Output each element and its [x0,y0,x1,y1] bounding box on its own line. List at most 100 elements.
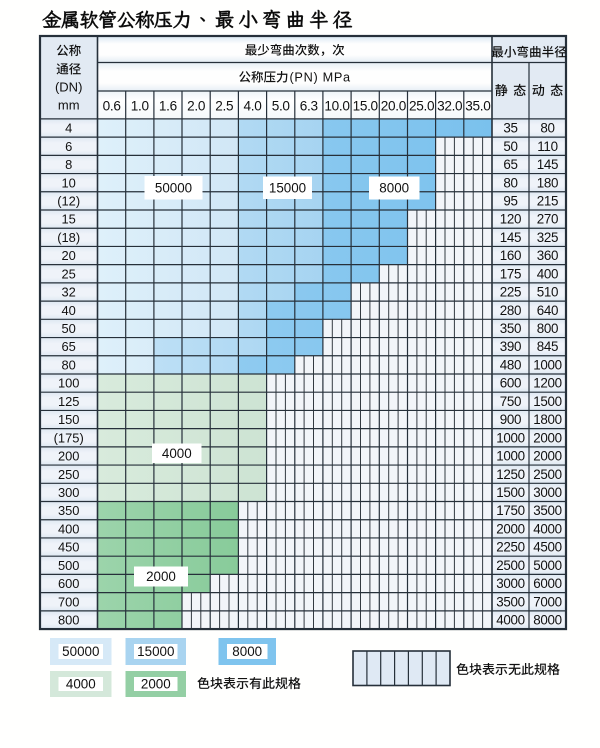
svg-text:1000: 1000 [533,358,562,373]
svg-text:225: 225 [500,285,521,300]
svg-text:5.0: 5.0 [272,99,291,114]
svg-text:700: 700 [58,594,80,609]
svg-text:150: 150 [58,412,80,427]
svg-text:1200: 1200 [533,376,562,391]
svg-text:(12): (12) [57,194,80,209]
svg-text:800: 800 [537,321,558,336]
svg-text:6000: 6000 [533,576,562,591]
svg-text:2000: 2000 [496,522,525,537]
svg-text:1750: 1750 [496,503,525,518]
svg-text:2500: 2500 [533,467,562,482]
svg-text:10.0: 10.0 [324,99,350,114]
svg-text:3000: 3000 [533,485,562,500]
svg-text:7000: 7000 [533,594,562,609]
svg-text:8000: 8000 [533,613,562,628]
svg-text:15000: 15000 [137,644,174,659]
svg-text:110: 110 [537,139,557,154]
svg-text:65: 65 [503,157,517,172]
svg-text:80: 80 [62,358,76,373]
svg-text:800: 800 [58,613,80,628]
svg-text:8: 8 [65,157,72,172]
svg-text:0.6: 0.6 [103,99,121,114]
svg-text:6.3: 6.3 [300,99,318,114]
svg-text:1.6: 1.6 [159,99,177,114]
svg-text:125: 125 [58,394,80,409]
svg-text:1500: 1500 [496,485,525,500]
svg-text:(175): (175) [54,430,84,445]
svg-text:480: 480 [500,358,521,373]
svg-text:(PN) MPa: (PN) MPa [290,71,352,85]
svg-text:510: 510 [537,285,558,300]
svg-text:200: 200 [58,449,80,464]
svg-text:15.0: 15.0 [353,99,379,114]
svg-text:2000: 2000 [141,677,171,692]
svg-text:4000: 4000 [66,677,96,692]
svg-text:32: 32 [62,285,76,300]
svg-text:10: 10 [62,175,76,190]
svg-text:(18): (18) [57,230,80,245]
svg-text:32.0: 32.0 [437,99,463,114]
svg-text:2000: 2000 [146,569,176,584]
svg-text:750: 750 [500,394,521,409]
svg-text:250: 250 [58,467,80,482]
svg-text:640: 640 [537,303,558,318]
svg-text:215: 215 [537,194,558,209]
svg-text:8000: 8000 [232,644,262,659]
svg-text:80: 80 [503,175,517,190]
svg-text:600: 600 [58,576,80,591]
svg-text:3500: 3500 [533,503,562,518]
svg-text:100: 100 [58,376,80,391]
svg-text:2250: 2250 [496,540,525,555]
svg-text:5000: 5000 [533,558,562,573]
svg-text:20: 20 [62,248,76,263]
svg-text:400: 400 [537,266,558,281]
svg-text:900: 900 [500,412,521,427]
svg-text:80: 80 [540,121,554,136]
svg-text:25: 25 [62,266,76,281]
svg-text:1500: 1500 [533,394,562,409]
svg-text:360: 360 [537,248,558,263]
svg-text:350: 350 [500,321,521,336]
svg-text:600: 600 [500,376,521,391]
svg-text:95: 95 [503,194,517,209]
svg-text:3500: 3500 [496,594,525,609]
svg-text:35.0: 35.0 [465,99,491,114]
svg-text:15000: 15000 [269,180,306,195]
svg-text:2.5: 2.5 [215,99,233,114]
svg-text:160: 160 [500,248,521,263]
svg-text:180: 180 [537,175,558,190]
svg-text:2000: 2000 [533,430,562,445]
svg-text:65: 65 [62,339,76,354]
svg-text:50000: 50000 [155,180,192,195]
svg-text:50: 50 [503,139,517,154]
svg-text:25.0: 25.0 [409,99,435,114]
svg-text:350: 350 [58,503,80,518]
svg-text:845: 845 [537,339,558,354]
svg-text:40: 40 [62,303,76,318]
svg-text:1250: 1250 [496,467,525,482]
svg-text:3000: 3000 [496,576,525,591]
svg-text:8000: 8000 [379,181,409,196]
svg-text:1800: 1800 [533,412,562,427]
svg-text:400: 400 [58,522,80,537]
svg-text:50000: 50000 [62,644,99,659]
svg-text:280: 280 [500,303,521,318]
svg-text:20.0: 20.0 [381,99,407,114]
svg-text:1000: 1000 [496,430,525,445]
svg-text:2500: 2500 [496,558,525,573]
svg-text:390: 390 [500,339,521,354]
svg-text:500: 500 [58,558,80,573]
svg-text:2000: 2000 [533,449,562,464]
svg-text:4: 4 [65,121,72,136]
svg-text:4000: 4000 [162,446,192,461]
svg-text:mm: mm [58,98,80,113]
svg-text:4.0: 4.0 [244,99,263,114]
svg-text:120: 120 [500,212,521,227]
svg-text:35: 35 [503,121,517,136]
svg-text:325: 325 [537,230,558,245]
svg-text:4500: 4500 [533,540,562,555]
svg-text:450: 450 [58,540,80,555]
svg-text:4000: 4000 [533,522,562,537]
svg-text:175: 175 [500,266,521,281]
svg-text:4000: 4000 [496,613,525,628]
